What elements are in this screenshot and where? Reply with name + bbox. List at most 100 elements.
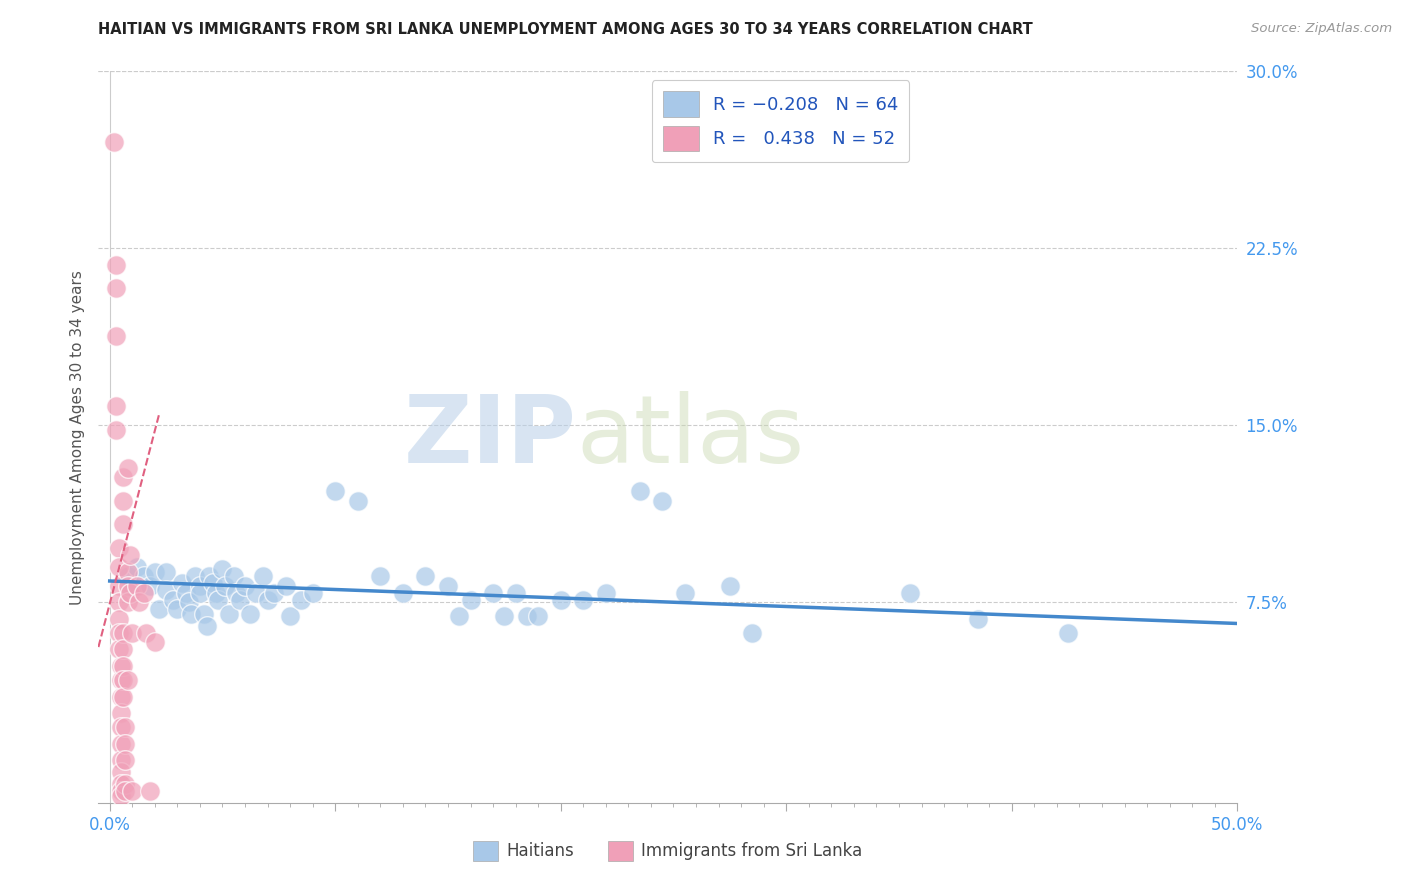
Point: [222, 569, 245, 583]
Point: [114, 737, 136, 751]
Point: [118, 586, 141, 600]
Point: [741, 626, 763, 640]
Point: [177, 595, 200, 609]
Point: [180, 607, 202, 621]
Text: HAITIAN VS IMMIGRANTS FROM SRI LANKA UNEMPLOYMENT AMONG AGES 30 TO 34 YEARS CORR: HAITIAN VS IMMIGRANTS FROM SRI LANKA UNE…: [98, 22, 1033, 37]
Point: [107, 595, 129, 609]
Point: [117, 673, 139, 687]
Point: [117, 569, 139, 583]
Y-axis label: Unemployment Among Ages 30 to 34 years: Unemployment Among Ages 30 to 34 years: [69, 269, 84, 605]
Point: [112, 642, 135, 657]
Point: [233, 579, 256, 593]
Point: [112, 470, 135, 484]
Point: [121, 784, 143, 798]
Point: [204, 586, 226, 600]
Point: [139, 784, 162, 798]
Point: [516, 609, 538, 624]
Text: Source: ZipAtlas.com: Source: ZipAtlas.com: [1251, 22, 1392, 36]
Point: [449, 609, 471, 624]
Point: [117, 460, 139, 475]
Point: [110, 673, 132, 687]
Point: [256, 593, 278, 607]
Point: [718, 579, 741, 593]
Point: [170, 576, 193, 591]
Point: [651, 493, 673, 508]
Point: [166, 602, 188, 616]
Point: [437, 579, 460, 593]
Point: [218, 607, 240, 621]
Point: [110, 789, 132, 803]
Point: [112, 493, 135, 508]
Point: [211, 562, 233, 576]
Text: atlas: atlas: [576, 391, 806, 483]
Point: [105, 423, 128, 437]
Point: [112, 673, 135, 687]
Point: [110, 737, 132, 751]
Point: [229, 593, 252, 607]
Point: [110, 784, 132, 798]
Point: [114, 784, 136, 798]
Point: [110, 659, 132, 673]
Point: [132, 586, 155, 600]
Point: [278, 609, 301, 624]
Point: [460, 593, 482, 607]
Point: [898, 586, 921, 600]
Point: [105, 328, 128, 343]
Point: [188, 579, 211, 593]
Point: [415, 569, 437, 583]
Point: [105, 400, 128, 414]
Point: [107, 626, 129, 640]
Point: [117, 579, 139, 593]
Point: [252, 569, 274, 583]
Point: [110, 720, 132, 734]
Point: [301, 586, 323, 600]
Point: [114, 753, 136, 767]
Point: [346, 493, 368, 508]
Point: [238, 607, 260, 621]
Point: [125, 579, 148, 593]
Point: [117, 595, 139, 609]
Point: [112, 659, 135, 673]
Point: [198, 569, 221, 583]
Point: [263, 586, 285, 600]
Point: [195, 619, 218, 633]
Point: [176, 586, 198, 600]
Point: [114, 777, 136, 791]
Point: [132, 569, 155, 583]
Point: [628, 484, 651, 499]
Point: [110, 777, 132, 791]
Point: [494, 609, 516, 624]
Point: [188, 586, 211, 600]
Point: [527, 609, 550, 624]
Point: [112, 626, 135, 640]
Point: [290, 593, 312, 607]
Point: [112, 690, 135, 704]
Point: [107, 612, 129, 626]
Point: [148, 602, 170, 616]
Point: [225, 586, 247, 600]
Point: [202, 576, 225, 591]
Point: [550, 593, 572, 607]
Point: [482, 586, 505, 600]
Point: [112, 517, 135, 532]
Point: [110, 753, 132, 767]
Point: [193, 607, 215, 621]
Text: ZIP: ZIP: [404, 391, 576, 483]
Point: [118, 548, 141, 562]
Point: [128, 595, 150, 609]
Point: [110, 706, 132, 720]
Point: [125, 559, 148, 574]
Point: [155, 583, 177, 598]
Point: [368, 569, 391, 583]
Point: [274, 579, 297, 593]
Point: [967, 612, 990, 626]
Point: [207, 593, 229, 607]
Point: [105, 281, 128, 295]
Point: [595, 586, 617, 600]
Point: [103, 135, 125, 149]
Point: [105, 258, 128, 272]
Point: [155, 565, 177, 579]
Point: [143, 635, 166, 649]
Point: [245, 586, 267, 600]
Point: [107, 579, 129, 593]
